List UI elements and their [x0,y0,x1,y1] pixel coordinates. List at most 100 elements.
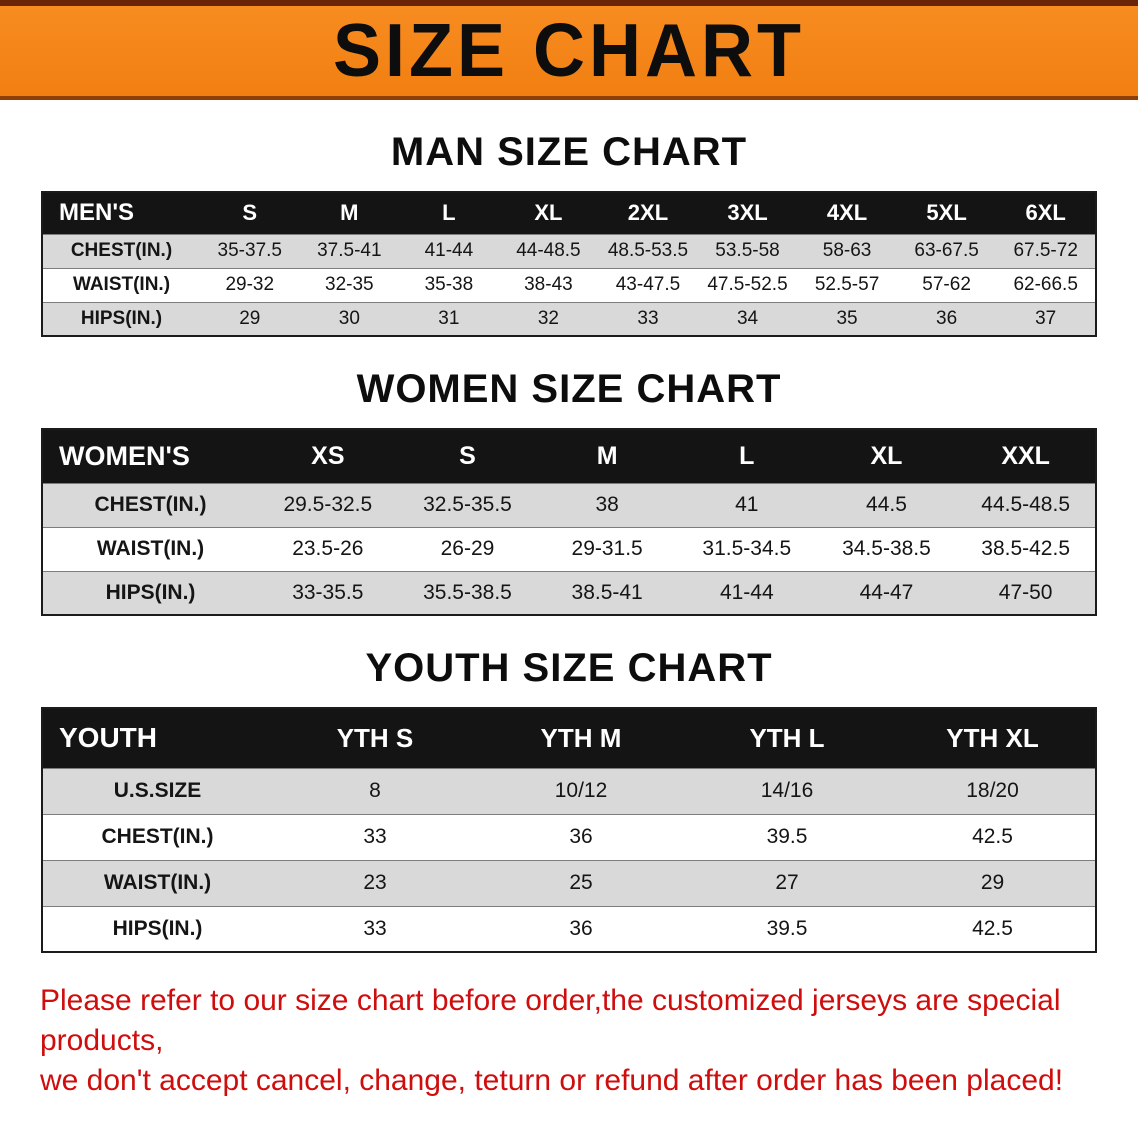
value-cell: 57-62 [922,274,971,295]
value-cell: 10/12 [554,779,608,802]
youth-size-header-cell: YTH S [336,722,414,753]
value-cell: 62-66.5 [1013,274,1078,295]
value-cell: 63-67.5 [914,240,979,261]
value-cell: 35-38 [424,274,474,295]
women-size-header-cell: XL [870,441,903,470]
value-cell: 42.5 [972,916,1013,940]
men-size-header-cell: 4XL [826,200,868,226]
value-cell: 29.5-32.5 [283,493,373,516]
value-cell: 58-63 [822,240,872,261]
value-cell: 39.5 [766,916,808,940]
value-cell: 31.5-34.5 [702,537,792,560]
disclaimer-line-1: Please refer to our size chart before or… [40,984,1061,1057]
value-cell: 35.5-38.5 [423,580,512,604]
row-label-cell: CHEST(IN.) [70,240,173,261]
women-size-header-cell: M [596,441,618,470]
table-row: HIPS(IN.) 33-35.5 35.5-38.5 38.5-41 41-44 44-… [42,571,1096,615]
women-size-header-cell: L [739,441,755,470]
disclaimer-line-2: we don't accept cancel, change, teturn o… [40,1064,1064,1097]
value-cell: 38.5-41 [571,580,643,604]
value-cell: 47.5-52.5 [707,274,788,295]
table-row: HIPS(IN.) 29 30 31 32 33 34 35 36 37 [42,302,1096,336]
value-cell: 44.5 [866,493,907,516]
value-cell: 34 [736,307,759,329]
table-row: U.S.SIZE 8 10/12 14/16 18/20 [42,768,1096,814]
value-cell: 34.5-38.5 [842,537,931,560]
youth-section-heading: YOUTH SIZE CHART [365,646,773,690]
row-label-cell: WAIST(IN.) [96,537,205,560]
men-section-heading: MAN SIZE CHART [390,130,748,174]
row-label-cell: HIPS(IN.) [105,580,196,604]
value-cell: 67.5-72 [1013,240,1078,261]
value-cell: 36 [936,307,958,329]
men-size-header-cell: 3XL [727,200,768,226]
row-label-cell: U.S.SIZE [113,779,202,802]
value-cell: 38 [595,493,619,516]
value-cell: 36 [569,825,593,848]
value-cell: 32-35 [325,274,374,295]
men-size-header-cell: M [340,200,359,226]
row-label-cell: WAIST(IN.) [72,274,171,295]
value-cell: 52.5-57 [814,274,880,295]
men-size-section: MAN SIZE CHART MEN'S S M L XL 2XL 3XL 4XL 5XL 6XL C… [0,130,1138,337]
value-cell: 8 [369,779,381,802]
table-row: WAIST(IN.) 23 25 27 29 [42,860,1096,906]
women-table-header-row: WOMEN'S XS S M L XL XXL [42,429,1096,483]
value-cell: 29-32 [225,274,275,295]
row-label-cell: HIPS(IN.) [112,916,203,940]
women-size-header-cell: XS [311,441,345,470]
table-row: CHEST(IN.) 29.5-32.5 32.5-35.5 38 41 44.5 44.5… [42,483,1096,527]
table-row: WAIST(IN.) 29-32 32-35 35-38 38-43 43-47.5 47.… [42,268,1096,302]
value-cell: 32.5-35.5 [423,493,512,516]
row-label-cell: CHEST(IN.) [94,493,207,516]
value-cell: 42.5 [972,825,1013,848]
value-cell: 44-47 [859,580,914,604]
disclaimer: Please refer to our size chart before or… [40,981,1102,1101]
row-label-cell: CHEST(IN.) [101,825,214,848]
value-cell: 29 [239,307,261,329]
value-cell: 37 [1035,307,1057,329]
women-size-table: WOMEN'S XS S M L XL XXL CHEST(IN.) 29.5-32.5 32.5… [41,428,1097,616]
value-cell: 23 [363,871,387,894]
table-row: HIPS(IN.) 33 36 39.5 42.5 [42,906,1096,952]
value-cell: 33 [363,916,387,940]
value-cell: 27 [775,871,799,894]
value-cell: 44.5-48.5 [981,493,1071,516]
value-cell: 29-31.5 [571,537,643,560]
value-cell: 25 [569,871,593,894]
men-size-header-cell: 2XL [627,200,669,226]
men-size-header-cell: L [442,200,456,226]
value-cell: 53.5-58 [715,240,780,261]
value-cell: 41-44 [424,240,474,261]
value-cell: 47-50 [998,580,1053,604]
row-label-cell: HIPS(IN.) [80,307,163,329]
value-cell: 44-48.5 [516,240,581,261]
value-cell: 26-29 [440,537,495,560]
value-cell: 36 [569,916,593,940]
value-cell: 43-47.5 [615,274,681,295]
youth-size-header-cell: YTH M [540,722,622,753]
size-chart-banner: SIZE CHART [0,0,1138,100]
men-table-header-row: MEN'S S M L XL 2XL 3XL 4XL 5XL 6XL [42,192,1096,234]
men-size-header-cell: S [242,200,258,226]
youth-table-header-row: YOUTH YTH S YTH M YTH L YTH XL [42,708,1096,768]
value-cell: 39.5 [766,825,808,848]
value-cell: 32 [537,307,559,329]
women-table-title-cell: WOMEN'S [59,440,190,471]
value-cell: 29 [980,871,1005,894]
value-cell: 30 [338,307,360,329]
banner-title: SIZE CHART [333,9,805,94]
value-cell: 37.5-41 [317,240,382,261]
women-size-header-cell: S [459,441,476,470]
youth-size-section: YOUTH SIZE CHART YOUTH YTH S YTH M YTH L YTH … [0,646,1138,953]
value-cell: 48.5-53.5 [607,240,689,261]
value-cell: 33 [637,307,659,329]
value-cell: 41 [735,493,759,516]
women-section-heading: WOMEN SIZE CHART [356,367,782,411]
women-size-header-cell: XXL [1001,441,1050,470]
row-label-cell: WAIST(IN.) [103,871,212,894]
size-sections: MAN SIZE CHART MEN'S S M L XL 2XL 3XL 4XL 5XL 6XL C… [0,130,1138,953]
value-cell: 18/20 [966,779,1019,802]
women-size-section: WOMEN SIZE CHART WOMEN'S XS S M L XL XXL CHEST(I… [0,367,1138,616]
